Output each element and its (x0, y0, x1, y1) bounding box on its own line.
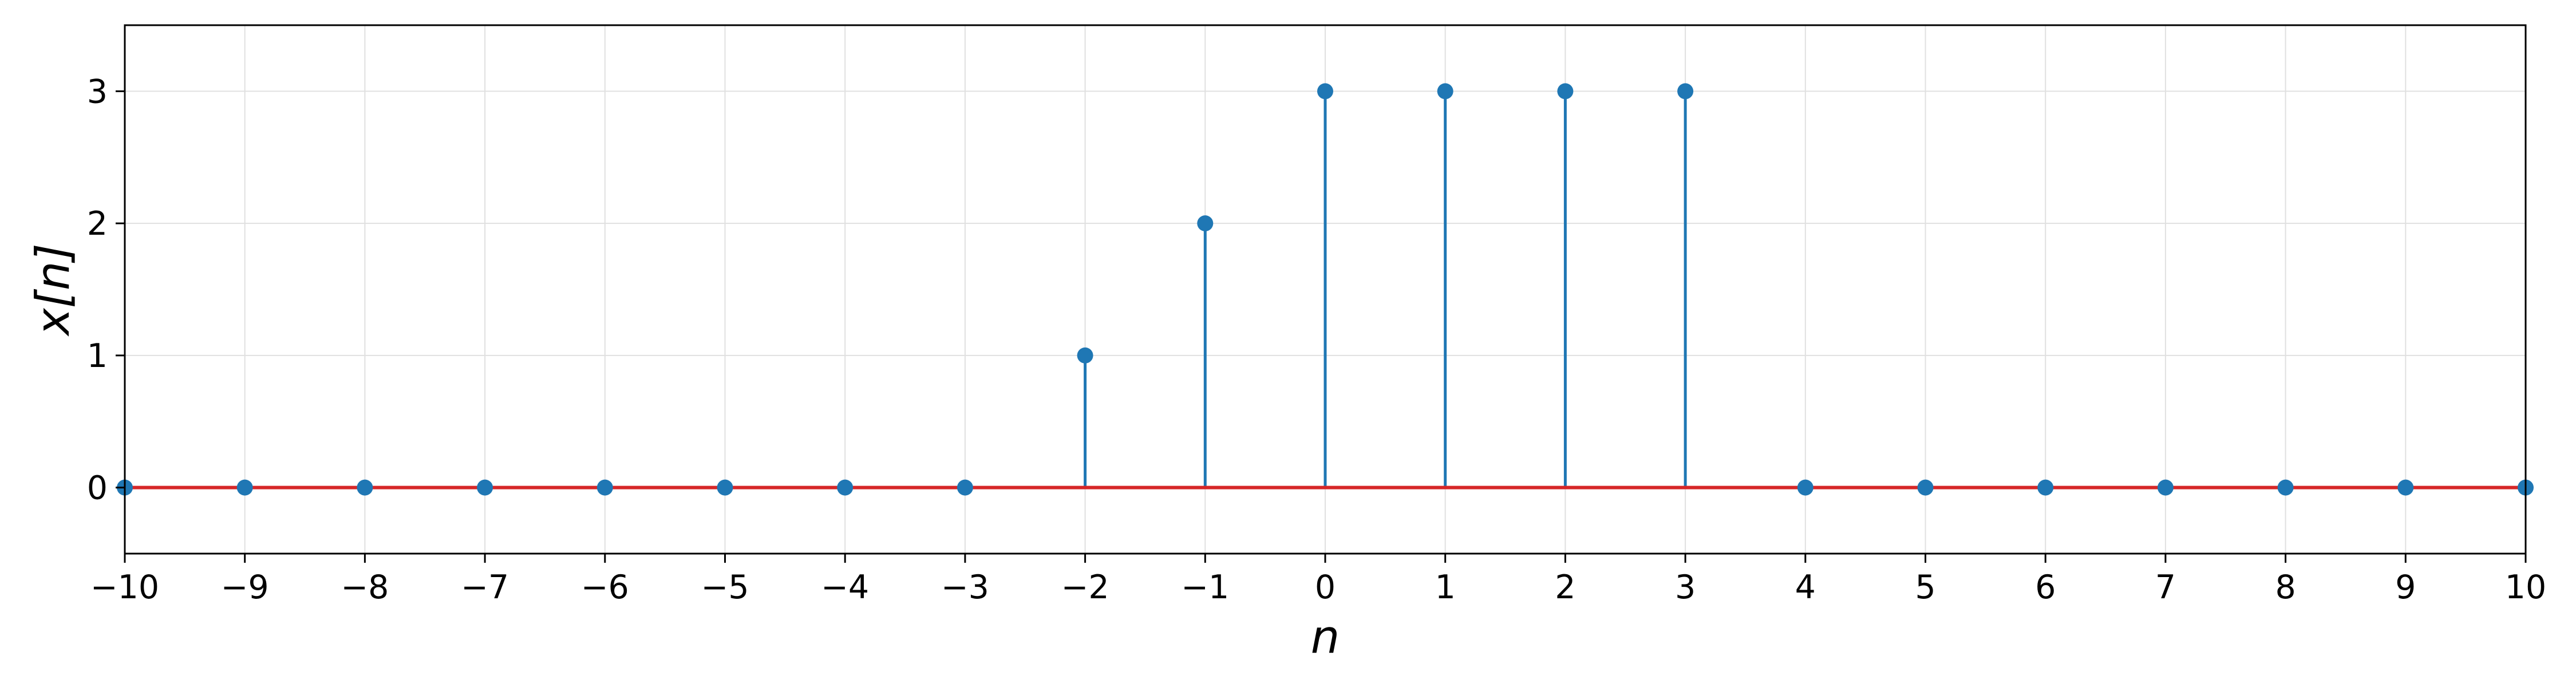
stem-marker (596, 479, 613, 496)
x-tick-label: −10 (90, 568, 159, 606)
stem-marker (1557, 83, 1574, 100)
stem-marker (2157, 479, 2174, 496)
x-tick-label: −4 (821, 568, 869, 606)
stem-marker (477, 479, 493, 496)
y-axis-label: x[n] (26, 243, 80, 337)
x-tick-label: −7 (461, 568, 509, 606)
x-tick-label: 10 (2505, 568, 2547, 606)
stem-markers (117, 83, 2534, 496)
x-tick-label: −1 (1181, 568, 1229, 606)
x-tick-label: −9 (221, 568, 269, 606)
y-tick-label: 3 (87, 73, 108, 110)
stem-marker (717, 479, 733, 496)
stem-marker (1917, 479, 1934, 496)
x-tick-label: 6 (2035, 568, 2056, 606)
y-tick-label: 2 (87, 205, 108, 243)
x-axis-ticks: −10 −9 −8 −7 −6 −5 −4 −3 −2 −1 0 1 2 3 4 5 6 7 8 9 10 (90, 554, 2546, 606)
x-tick-label: −8 (341, 568, 389, 606)
x-tick-label: 5 (1915, 568, 1935, 606)
x-tick-label: 1 (1435, 568, 1456, 606)
x-tick-label: 0 (1315, 568, 1336, 606)
x-tick-label: 4 (1795, 568, 1816, 606)
stem-marker (2037, 479, 2054, 496)
stem-marker (357, 479, 373, 496)
y-tick-label: 1 (87, 337, 108, 375)
y-tick-label: 0 (87, 469, 108, 507)
stem-marker (1317, 83, 1333, 100)
stem-series (1084, 91, 1687, 488)
x-tick-label: 7 (2155, 568, 2176, 606)
x-tick-label: 8 (2275, 568, 2296, 606)
stem-marker (837, 479, 854, 496)
stem-marker (1797, 479, 1814, 496)
y-axis-ticks: 0 1 2 3 (87, 73, 125, 507)
stem-marker (1197, 215, 1214, 232)
stem-marker (236, 479, 253, 496)
x-tick-label: −6 (581, 568, 629, 606)
x-tick-label: 3 (1675, 568, 1696, 606)
stem-marker (2277, 479, 2294, 496)
stem-marker (957, 479, 973, 496)
stem-marker (1437, 83, 1453, 100)
stem-marker (2397, 479, 2414, 496)
x-tick-label: −5 (701, 568, 749, 606)
x-tick-label: 2 (1555, 568, 1575, 606)
stem-marker (1677, 83, 1694, 100)
x-tick-label: −3 (941, 568, 989, 606)
x-axis-label: n (1311, 610, 1340, 664)
x-tick-label: −2 (1061, 568, 1109, 606)
x-tick-label: 9 (2395, 568, 2416, 606)
stem-marker (1077, 347, 1093, 364)
